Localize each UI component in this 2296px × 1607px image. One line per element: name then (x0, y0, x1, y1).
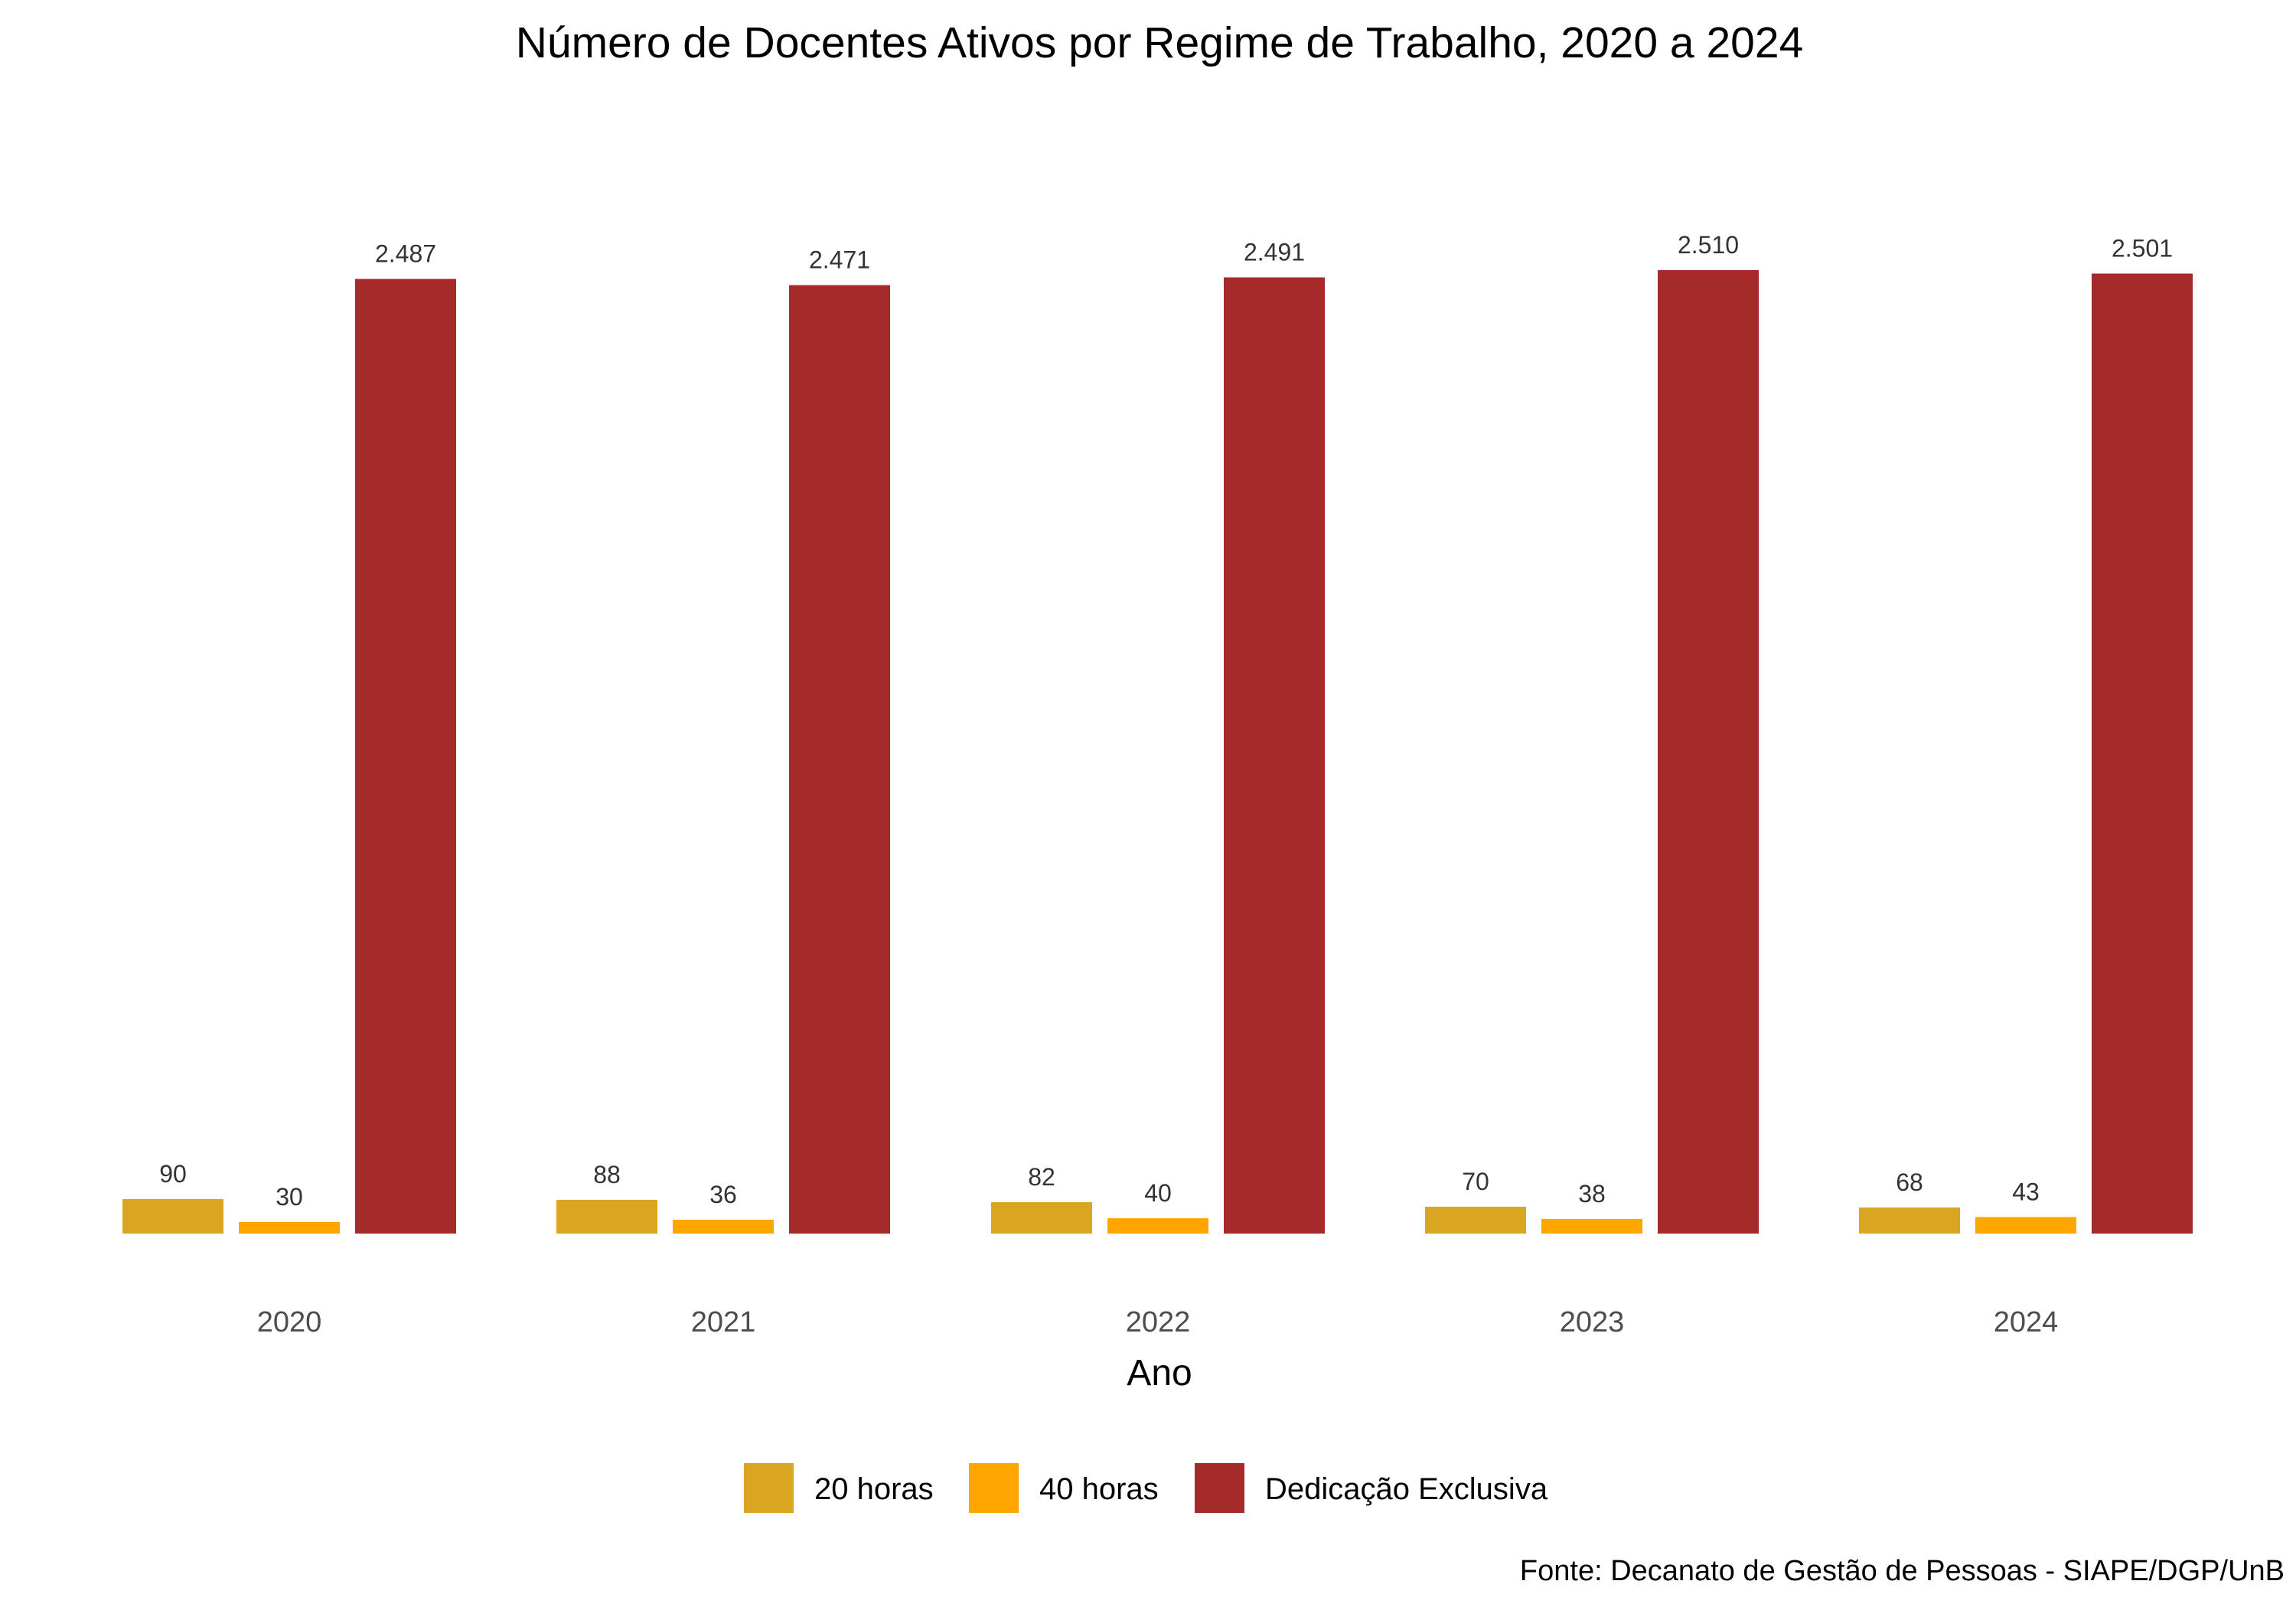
bar-40-horas-2023 (1541, 1218, 1642, 1234)
legend-item-40-horas: 40 horas (969, 1463, 1159, 1513)
data-label-40-horas-2021: 36 (709, 1181, 737, 1208)
bar-40-horas-2022 (1107, 1217, 1208, 1234)
legend: 20 horas 40 horas Dedicação Exclusiva (744, 1463, 1548, 1513)
x-tick-labels: 2020 2021 2022 2023 2024 (257, 1306, 2059, 1338)
data-label-dedicacao-exclusiva-2024: 2.501 (2112, 235, 2173, 262)
data-label-20-horas-2022: 82 (1028, 1163, 1055, 1191)
data-label-40-horas-2022: 40 (1144, 1179, 1172, 1207)
data-label-20-horas-2020: 90 (159, 1160, 187, 1188)
bar-40-horas-2020 (239, 1222, 340, 1234)
bar-20-horas-2022 (991, 1201, 1092, 1234)
bar-dedicacao-exclusiva-2024 (2092, 273, 2193, 1234)
legend-swatch-40-horas (969, 1463, 1019, 1513)
x-axis-title: Ano (1127, 1353, 1192, 1393)
data-label-20-horas-2021: 88 (593, 1161, 621, 1188)
legend-label-20-horas: 20 horas (814, 1472, 934, 1506)
data-label-dedicacao-exclusiva-2020: 2.487 (375, 240, 436, 268)
bars-layer (122, 270, 2193, 1234)
bar-20-horas-2021 (556, 1199, 657, 1234)
bar-20-horas-2024 (1859, 1207, 1960, 1234)
data-label-40-horas-2024: 43 (2012, 1178, 2040, 1205)
legend-swatch-20-horas (744, 1463, 794, 1513)
legend-label-dedicacao-exclusiva: Dedicação Exclusiva (1265, 1472, 1548, 1506)
legend-item-dedicacao-exclusiva: Dedicação Exclusiva (1195, 1463, 1548, 1513)
data-label-40-horas-2020: 30 (276, 1183, 303, 1211)
x-tick-label-2024: 2024 (1994, 1306, 2059, 1338)
bar-dedicacao-exclusiva-2020 (355, 279, 456, 1234)
x-tick-label-2021: 2021 (691, 1306, 756, 1338)
data-label-dedicacao-exclusiva-2022: 2.491 (1244, 239, 1305, 266)
legend-item-20-horas: 20 horas (744, 1463, 934, 1513)
bar-20-horas-2023 (1425, 1206, 1526, 1234)
chart-caption: Fonte: Decanato de Gestão de Pessoas - S… (1520, 1555, 2285, 1587)
bar-dedicacao-exclusiva-2023 (1658, 270, 1759, 1234)
data-label-20-horas-2023: 70 (1462, 1168, 1489, 1195)
legend-label-40-horas: 40 horas (1039, 1472, 1159, 1506)
bar-20-horas-2020 (122, 1198, 223, 1234)
data-label-20-horas-2024: 68 (1896, 1169, 1923, 1196)
bar-40-horas-2021 (673, 1219, 774, 1234)
x-tick-label-2020: 2020 (257, 1306, 322, 1338)
x-tick-label-2022: 2022 (1126, 1306, 1191, 1338)
chart-title: Número de Docentes Ativos por Regime de … (516, 18, 1804, 67)
data-label-dedicacao-exclusiva-2023: 2.510 (1678, 231, 1739, 259)
bar-dedicacao-exclusiva-2021 (789, 285, 890, 1234)
legend-swatch-dedicacao-exclusiva (1195, 1463, 1244, 1513)
bar-dedicacao-exclusiva-2022 (1224, 277, 1325, 1234)
data-label-40-horas-2023: 38 (1578, 1180, 1606, 1208)
value-labels-layer: 90 88 82 70 68 30 36 40 38 43 2.487 2.471 2.491 2.510… (159, 231, 2173, 1211)
data-label-dedicacao-exclusiva-2021: 2.471 (809, 246, 870, 274)
x-tick-label-2023: 2023 (1560, 1306, 1625, 1338)
bar-40-horas-2024 (1975, 1217, 2076, 1234)
